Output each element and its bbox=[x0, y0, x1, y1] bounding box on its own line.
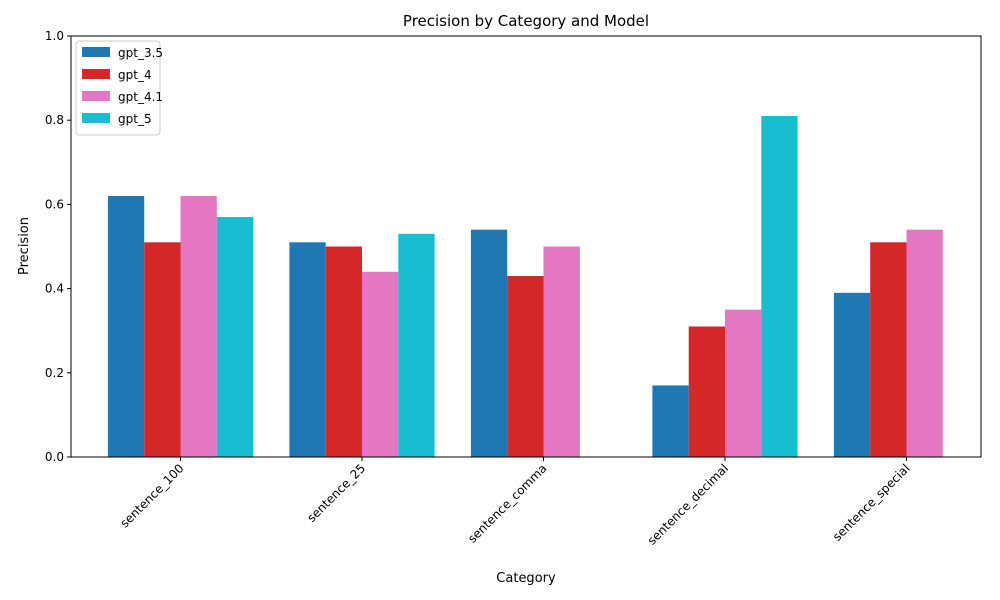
x-axis: sentence_100 sentence_25 sentence_comma sen… bbox=[117, 457, 913, 548]
bar-gpt_4-sentence_decimal bbox=[688, 326, 725, 457]
bar-gpt_4.1-sentence_25 bbox=[362, 271, 399, 457]
x-axis-title: Category bbox=[496, 571, 556, 586]
bar-gpt_3.5-sentence_25 bbox=[289, 242, 326, 457]
chart-title: Precision by Category and Model bbox=[403, 12, 649, 30]
y-tick-label: 0.2 bbox=[45, 366, 64, 380]
bar-gpt_4-sentence_special bbox=[870, 242, 907, 457]
legend-swatch-gpt_5 bbox=[82, 113, 110, 123]
bar-gpt_4.1-sentence_100 bbox=[180, 195, 217, 458]
bar-gpt_5-sentence_25 bbox=[398, 233, 435, 457]
x-tick-label: sentence_special bbox=[830, 461, 913, 544]
plot-frame bbox=[70, 35, 982, 458]
bar-gpt_3.5-sentence_100 bbox=[107, 195, 145, 458]
legend-box bbox=[75, 40, 161, 136]
bar-gpt_4-sentence_25 bbox=[325, 246, 362, 457]
bar-gpt_5-sentence_100 bbox=[216, 217, 254, 457]
y-tick-label: 0.0 bbox=[45, 450, 64, 464]
bar-gpt_4.1-sentence_comma bbox=[543, 246, 580, 457]
legend-label-gpt_4: gpt_4 bbox=[118, 68, 152, 82]
legend-swatch-gpt_4 bbox=[82, 69, 110, 79]
y-axis: 0.0 0.2 0.4 0.6 0.8 1.0 bbox=[45, 29, 71, 464]
bar-gpt_5-sentence_decimal bbox=[761, 115, 798, 458]
legend-swatch-gpt_3.5 bbox=[82, 47, 110, 57]
x-tick-label: sentence_25 bbox=[304, 461, 368, 525]
x-tick-label: sentence_comma bbox=[465, 461, 550, 546]
x-tick-label: sentence_100 bbox=[117, 461, 186, 530]
y-tick-label: 0.4 bbox=[45, 282, 64, 296]
y-tick-label: 1.0 bbox=[45, 29, 64, 43]
bar-gpt_4.1-sentence_decimal bbox=[725, 309, 762, 457]
y-tick-label: 0.8 bbox=[45, 113, 64, 127]
plot-area bbox=[107, 115, 943, 458]
legend-label-gpt_4.1: gpt_4.1 bbox=[118, 90, 163, 104]
legend: gpt_3.5 gpt_4 gpt_4.1 gpt_5 bbox=[75, 40, 163, 136]
bar-gpt_3.5-sentence_special bbox=[833, 292, 871, 457]
legend-label-gpt_5: gpt_5 bbox=[118, 112, 152, 126]
bar-gpt_3.5-sentence_decimal bbox=[652, 385, 689, 457]
y-axis-title: Precision bbox=[17, 217, 32, 275]
bar-gpt_4-sentence_100 bbox=[144, 242, 181, 457]
bar-gpt_4-sentence_comma bbox=[507, 275, 544, 457]
legend-swatch-gpt_4.1 bbox=[82, 91, 110, 101]
x-tick-label: sentence_decimal bbox=[645, 461, 731, 547]
legend-label-gpt_3.5: gpt_3.5 bbox=[118, 46, 163, 60]
bar-gpt_4.1-sentence_special bbox=[906, 229, 943, 457]
y-tick-label: 0.6 bbox=[45, 197, 64, 211]
bar-gpt_3.5-sentence_comma bbox=[470, 229, 508, 457]
